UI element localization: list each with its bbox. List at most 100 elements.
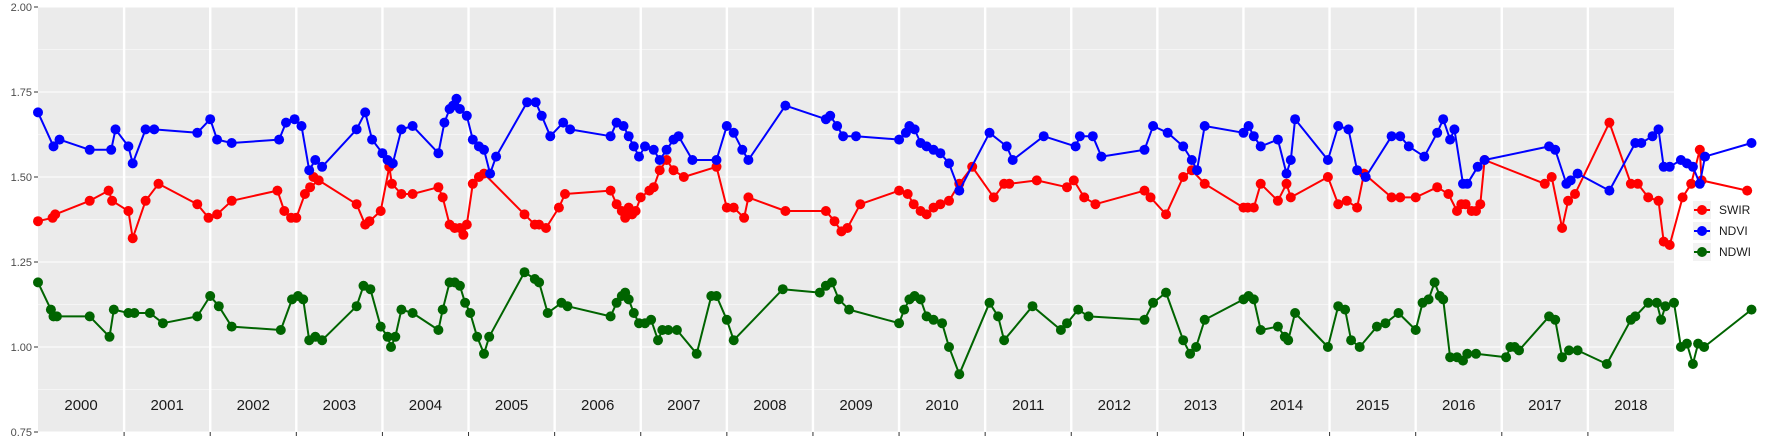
data-point xyxy=(915,294,926,305)
data-point xyxy=(1322,342,1333,352)
data-point xyxy=(1677,192,1688,203)
data-point xyxy=(634,151,644,162)
data-point xyxy=(127,233,138,244)
data-point xyxy=(1139,144,1150,155)
year-label: 2013 xyxy=(1184,397,1217,414)
data-point xyxy=(833,294,844,305)
y-tick-label: 2.00 xyxy=(11,2,32,14)
year-label: 2000 xyxy=(64,397,97,414)
data-point xyxy=(635,192,646,203)
data-point xyxy=(103,185,114,196)
data-point xyxy=(479,144,489,155)
data-point xyxy=(1445,352,1456,363)
data-point xyxy=(467,178,478,189)
data-point xyxy=(33,277,43,288)
data-point xyxy=(530,97,541,108)
data-point xyxy=(944,195,954,206)
data-point xyxy=(908,199,919,210)
data-point xyxy=(611,297,622,308)
data-point xyxy=(558,117,569,128)
data-point xyxy=(433,325,444,335)
data-point xyxy=(1281,178,1292,189)
legend: SWIR NDVI NDWI xyxy=(1693,201,1751,261)
data-point xyxy=(1290,308,1301,318)
data-point xyxy=(605,311,616,322)
series-ndwi xyxy=(33,267,1757,380)
data-point xyxy=(562,301,573,312)
data-point xyxy=(1570,189,1580,199)
data-point xyxy=(1572,345,1583,356)
data-point xyxy=(1694,144,1705,155)
data-point xyxy=(149,124,160,135)
data-point xyxy=(1272,195,1283,206)
data-point xyxy=(1333,121,1344,131)
data-point xyxy=(298,294,309,305)
data-point xyxy=(1272,134,1283,145)
data-point xyxy=(928,314,939,325)
data-point xyxy=(1285,192,1296,203)
data-point xyxy=(721,314,732,325)
data-point xyxy=(1333,199,1344,210)
data-point xyxy=(407,121,418,131)
year-label: 2011 xyxy=(1012,397,1044,414)
data-point xyxy=(123,141,134,152)
data-point xyxy=(691,348,702,359)
data-point xyxy=(1074,131,1085,142)
data-point xyxy=(1354,342,1365,352)
data-point xyxy=(1632,178,1643,189)
data-point xyxy=(1550,314,1561,325)
data-point xyxy=(48,141,59,152)
x-axis xyxy=(123,432,1589,436)
data-point xyxy=(364,216,375,227)
data-point xyxy=(628,308,639,318)
data-point xyxy=(1007,155,1018,165)
data-point xyxy=(1630,311,1641,322)
data-point xyxy=(780,100,791,111)
data-point xyxy=(1148,121,1159,131)
data-point xyxy=(1604,185,1615,196)
data-point xyxy=(519,209,530,220)
data-point xyxy=(534,277,545,288)
data-point xyxy=(728,202,739,213)
data-point xyxy=(1178,335,1189,346)
data-point xyxy=(205,114,216,125)
data-point xyxy=(1746,304,1757,315)
data-point xyxy=(668,165,679,176)
legend-key-point xyxy=(1697,226,1707,236)
data-point xyxy=(375,321,386,332)
data-point xyxy=(104,331,115,342)
data-point xyxy=(825,110,836,121)
data-point xyxy=(465,308,476,318)
data-point xyxy=(387,158,398,169)
data-point xyxy=(519,267,530,278)
data-point xyxy=(984,297,995,308)
data-point xyxy=(743,192,754,203)
data-point xyxy=(954,185,965,196)
data-point xyxy=(894,318,905,329)
data-point xyxy=(1653,124,1664,135)
data-point xyxy=(272,185,283,196)
data-point xyxy=(213,301,224,312)
data-point xyxy=(1162,127,1173,138)
year-label: 2006 xyxy=(581,397,614,414)
data-point xyxy=(1664,161,1675,172)
data-point xyxy=(377,148,388,159)
y-tick-label: 1.75 xyxy=(11,87,32,99)
data-point xyxy=(1647,131,1658,142)
data-point xyxy=(274,134,285,145)
data-point xyxy=(1070,141,1081,152)
data-point xyxy=(281,117,291,128)
data-point xyxy=(33,107,43,118)
data-point xyxy=(902,189,913,199)
data-point xyxy=(820,206,831,216)
data-point xyxy=(33,216,43,227)
data-point xyxy=(653,335,663,346)
data-point xyxy=(1395,131,1406,142)
data-point xyxy=(661,155,672,165)
data-point xyxy=(390,331,401,342)
data-point xyxy=(1055,325,1066,335)
data-point xyxy=(654,165,665,176)
data-point xyxy=(367,134,378,145)
data-point xyxy=(485,168,496,179)
data-point xyxy=(1199,314,1210,325)
